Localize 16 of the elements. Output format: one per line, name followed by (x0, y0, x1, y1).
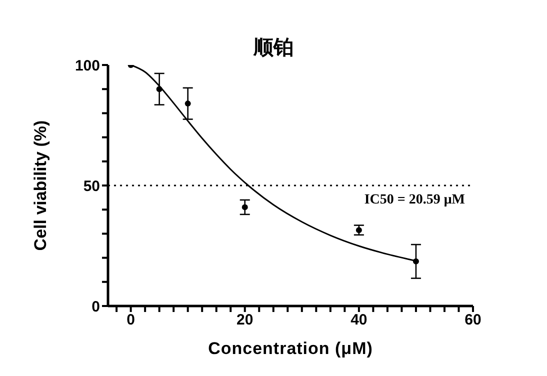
point (242, 204, 248, 210)
y-tick-label: 50 (83, 178, 100, 195)
ref-line-label: IC50 = 20.59 μM (364, 192, 465, 208)
chart-title: 顺铂 (254, 37, 294, 59)
x-tick-label: 20 (236, 312, 254, 329)
point (184, 100, 191, 107)
x-tick-label: 40 (350, 312, 368, 329)
point (356, 227, 362, 234)
x-tick-label: 0 (126, 312, 135, 329)
y-tick-label: 100 (74, 57, 100, 74)
point (156, 86, 162, 92)
y-axis-title: Cell viability (%) (31, 120, 50, 251)
x-tick-label: 60 (464, 312, 482, 329)
point (412, 258, 419, 264)
y-tick-label: 0 (92, 298, 100, 316)
x-axis-title: Concentration (μM) (208, 339, 373, 358)
